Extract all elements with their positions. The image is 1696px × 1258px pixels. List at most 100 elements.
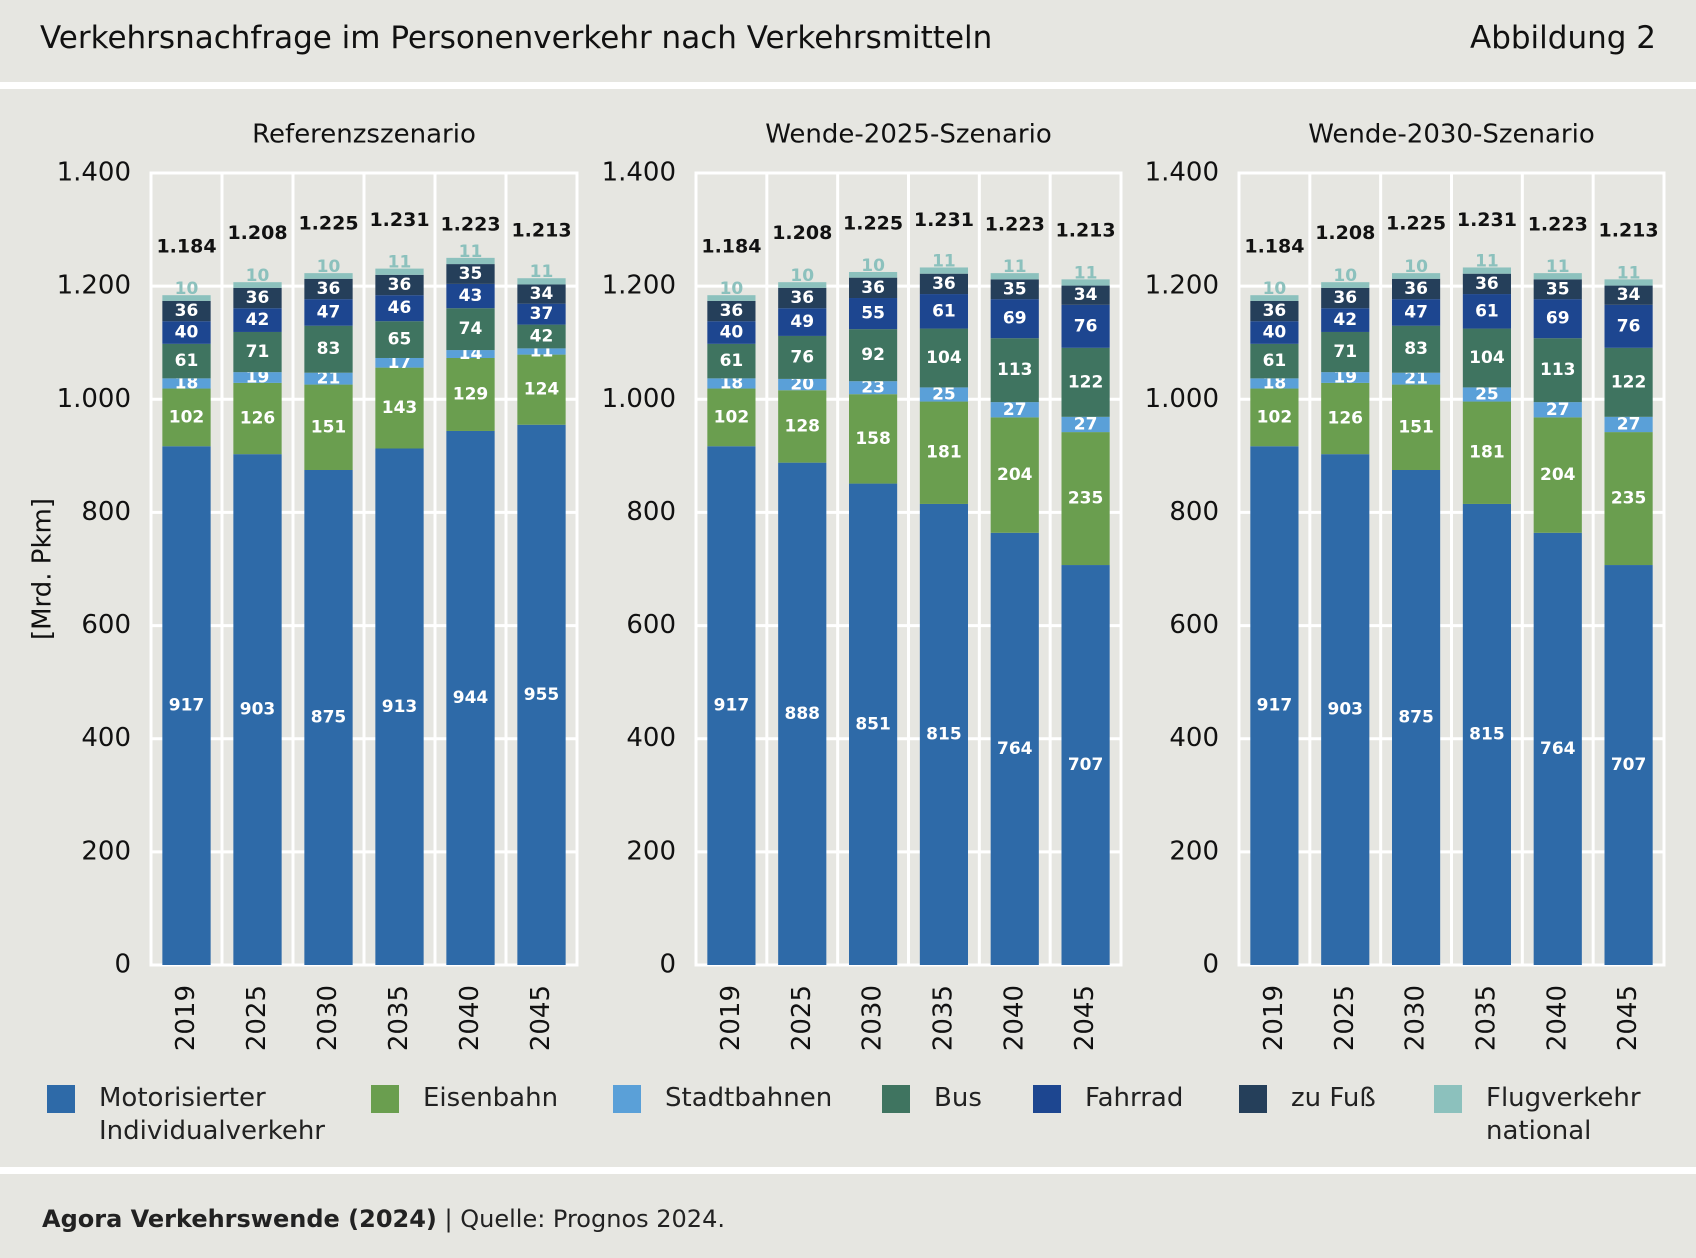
segment-label: 10 [790,266,814,286]
x-tick-label: 2030 [313,985,343,1051]
bar-segment [375,367,424,449]
bar-segment [1250,388,1299,447]
segment-label: 11 [530,262,554,282]
segment-label: 47 [1404,302,1428,322]
bar-segment [849,329,898,382]
legend-label: zu Fuß [1291,1083,1376,1113]
bar-segment [1392,470,1441,965]
bar-segment [1392,273,1441,279]
segment-label: 10 [317,257,341,277]
bar-segment [1533,299,1582,339]
segment-label: 42 [1333,310,1357,330]
x-tick-label: 2035 [384,985,414,1051]
x-tick-label: 2025 [242,985,272,1051]
segment-label: 36 [790,288,814,308]
bar-segment [1533,338,1582,403]
segment-label: 19 [246,368,270,388]
bar-segment [1392,299,1441,326]
segment-label: 36 [388,275,412,295]
segment-label: 43 [459,286,483,306]
x-tick-label: 2045 [1070,985,1100,1051]
segment-label: 815 [926,724,962,744]
segment-label: 36 [175,301,199,321]
segment-label: 102 [1257,407,1293,427]
segment-label: 122 [1611,372,1647,392]
segment-label: 34 [530,284,554,304]
segment-label: 18 [1263,373,1287,393]
total-label: 1.225 [843,213,903,235]
segment-label: 113 [997,360,1033,380]
segment-label: 47 [317,302,341,322]
bar-segment [849,298,898,330]
segment-label: 764 [1540,739,1576,759]
y-tick-label: 0 [1202,950,1219,980]
x-tick-label: 2035 [928,985,958,1051]
bar-segment [1321,382,1370,455]
panel-title: Wende-2030-Szenario [1308,120,1594,150]
bar-segment [446,308,495,351]
y-tick-label: 1.200 [57,271,131,301]
bar-segment [1061,565,1110,965]
bar-segment [1392,372,1441,385]
segment-label: 707 [1611,755,1647,775]
segment-label: 764 [997,739,1033,759]
segment-label: 35 [1003,279,1027,299]
total-label: 1.213 [1599,219,1659,241]
bar-segment [517,284,566,304]
bar-segment [919,294,968,329]
bar-segment [1321,372,1370,383]
segment-label: 151 [311,417,347,437]
y-tick-label: 1.200 [1145,271,1219,301]
legend-swatch [1033,1085,1061,1113]
bar-segment [919,267,968,274]
segment-label: 204 [997,465,1033,485]
bar-segment [375,448,424,965]
legend-swatch [1239,1085,1267,1113]
bar-segment [1604,285,1653,305]
segment-label: 27 [1546,400,1570,420]
bar-segment [778,462,827,965]
total-label: 1.223 [985,214,1045,236]
bar-segment [1061,347,1110,417]
bar-segment [707,388,756,447]
legend-label: Stadtbahnen [665,1083,833,1113]
segment-label: 71 [246,342,270,362]
total-label: 1.208 [1315,222,1375,244]
y-tick-label: 200 [626,836,676,866]
bar-segment [517,278,566,285]
bar-segment [849,483,898,965]
bar-segment [990,279,1039,300]
segment-label: 151 [1398,417,1434,437]
legend-swatch [613,1085,641,1113]
bar-segment [517,324,566,349]
segment-label: 21 [317,369,341,389]
bar-segment [1533,273,1582,280]
y-tick-label: 1.000 [57,384,131,414]
bar-segment [1462,387,1511,402]
segment-label: 42 [246,310,270,330]
bar-segment [990,532,1039,965]
bar-segment [1321,282,1370,288]
bar-segment [707,321,756,344]
x-tick-label: 2019 [171,985,201,1051]
segment-label: 903 [1328,700,1364,720]
bar-segment [849,381,898,395]
bar-segment [304,325,353,373]
segment-label: 36 [861,278,885,298]
bar-segment [1392,278,1441,300]
y-axis-label: [Mrd. Pkm] [28,498,58,640]
legend-item: Bus [882,1082,982,1115]
segment-label: 69 [1003,309,1027,329]
bar-segment [1250,295,1299,301]
bar-segment [1604,565,1653,965]
bar-segment [707,295,756,301]
bar-segment [304,273,353,279]
segment-label: 35 [1546,279,1570,299]
bar-segment [233,308,282,332]
bar-segment [162,295,211,301]
segment-label: 10 [246,266,270,286]
bar-segment [1533,402,1582,418]
segment-label: 49 [790,312,814,332]
segment-label: 61 [1263,351,1287,371]
y-tick-label: 1.400 [602,158,676,188]
